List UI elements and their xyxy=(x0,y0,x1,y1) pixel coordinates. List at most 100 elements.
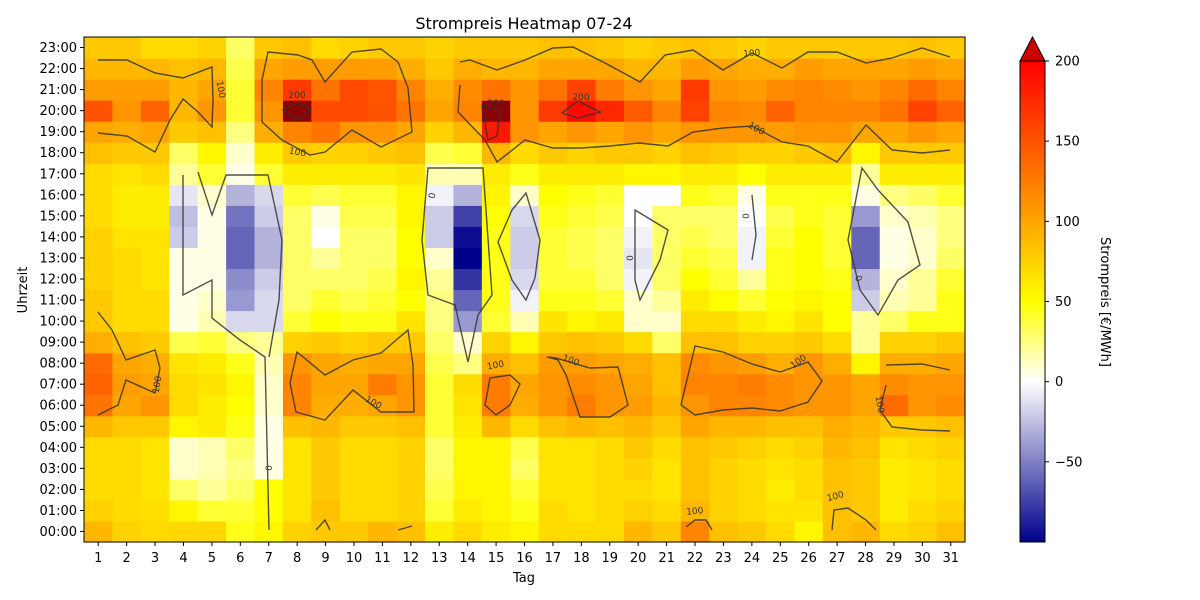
heatmap-cell xyxy=(936,79,966,101)
heatmap-cell xyxy=(254,268,284,291)
heatmap-cell xyxy=(851,499,881,522)
heatmap-cell xyxy=(140,352,170,375)
heatmap-cell xyxy=(84,247,114,270)
heatmap-cell xyxy=(737,373,767,396)
heatmap-cell xyxy=(652,520,682,543)
heatmap-cell xyxy=(567,436,597,459)
heatmap-cell xyxy=(197,142,227,164)
heatmap-cell xyxy=(140,268,170,291)
heatmap-cell xyxy=(652,121,682,143)
heatmap-cell xyxy=(311,184,341,206)
heatmap-cell xyxy=(396,247,426,270)
heatmap-cell xyxy=(510,226,540,249)
contour-label: 100 xyxy=(288,147,307,160)
heatmap-cell xyxy=(908,520,938,543)
heatmap-cell xyxy=(140,331,170,354)
contour-line-0 xyxy=(847,166,921,317)
heatmap-cell xyxy=(226,121,256,143)
heatmap-cell xyxy=(538,457,568,480)
x-tick-label: 31 xyxy=(943,551,960,566)
heatmap-cell xyxy=(112,79,142,101)
contour-line-100 xyxy=(97,311,161,416)
heatmap-cell xyxy=(908,121,938,143)
colorbar-extend-arrow xyxy=(1019,35,1046,62)
heatmap-cell xyxy=(567,58,597,80)
heatmap-cell xyxy=(140,289,170,312)
heatmap-cell xyxy=(425,142,455,164)
heatmap-cell xyxy=(254,457,284,480)
heatmap-cell xyxy=(851,100,881,122)
heatmap-cell xyxy=(567,247,597,270)
x-tick-label: 26 xyxy=(800,551,817,566)
heatmap-cell xyxy=(481,100,511,122)
heatmap-cell xyxy=(226,394,256,417)
heatmap-cell xyxy=(453,520,483,543)
heatmap-cell xyxy=(368,415,398,438)
heatmap-cell xyxy=(794,226,824,249)
heatmap-cell xyxy=(84,520,114,543)
heatmap-cell xyxy=(396,184,426,206)
heatmap-cell xyxy=(794,331,824,354)
heatmap-cell xyxy=(84,226,114,249)
heatmap-cell xyxy=(595,142,625,164)
heatmap-cell xyxy=(623,226,653,249)
heatmap-cell xyxy=(652,415,682,438)
heatmap-cell xyxy=(737,394,767,417)
heatmap-cell xyxy=(680,142,710,164)
heatmap-cell xyxy=(169,184,199,206)
heatmap-cell xyxy=(368,79,398,101)
heatmap-cell xyxy=(84,79,114,101)
heatmap-cell xyxy=(680,268,710,291)
heatmap-cell xyxy=(709,289,739,312)
heatmap-cell xyxy=(339,100,369,122)
heatmap-cell xyxy=(510,205,540,227)
y-tick-label: 14:00 xyxy=(40,230,77,245)
heatmap-cell xyxy=(936,163,966,185)
heatmap-cell xyxy=(140,394,170,417)
heatmap-cell xyxy=(481,457,511,480)
contour-label: 0 xyxy=(626,255,636,261)
heatmap-cell xyxy=(652,373,682,396)
heatmap-cell xyxy=(84,205,114,227)
heatmap-cell xyxy=(396,478,426,501)
heatmap-cell xyxy=(368,142,398,164)
heatmap-cell xyxy=(794,100,824,122)
heatmap-cell xyxy=(623,499,653,522)
x-tick-label: 28 xyxy=(857,551,874,566)
heatmap-cell xyxy=(339,247,369,270)
y-tick-label: 22:00 xyxy=(40,62,77,77)
heatmap-cell xyxy=(425,184,455,206)
heatmap-cell xyxy=(908,478,938,501)
heatmap-cell xyxy=(396,499,426,522)
contour-line-200 xyxy=(281,102,313,121)
heatmap-cell xyxy=(709,394,739,417)
heatmap-cell xyxy=(396,415,426,438)
heatmap-cell xyxy=(709,79,739,101)
heatmap-cell xyxy=(822,520,852,543)
heatmap-cell xyxy=(112,289,142,312)
heatmap-cell xyxy=(766,58,796,80)
heatmap-cell xyxy=(311,142,341,164)
heatmap-cell xyxy=(282,58,312,80)
heatmap-cell xyxy=(595,520,625,543)
heatmap-cell xyxy=(510,310,540,333)
heatmap-cell xyxy=(510,100,540,122)
heatmap-cell xyxy=(169,394,199,417)
heatmap-cell xyxy=(879,352,909,375)
heatmap-cell xyxy=(538,499,568,522)
heatmap-cell xyxy=(84,394,114,417)
heatmap-cell xyxy=(282,184,312,206)
contour-line-100 xyxy=(831,507,877,531)
heatmap-cell xyxy=(595,163,625,185)
heatmap-cell xyxy=(851,310,881,333)
heatmap-cell xyxy=(680,184,710,206)
heatmap-cell xyxy=(623,121,653,143)
heatmap-cell xyxy=(368,352,398,375)
heatmap-cell xyxy=(169,37,199,59)
heatmap-cell xyxy=(680,79,710,101)
heatmap-cell xyxy=(680,520,710,543)
heatmap-cell xyxy=(140,310,170,333)
heatmap-cell xyxy=(84,478,114,501)
heatmap-cell xyxy=(567,478,597,501)
heatmap-cell xyxy=(936,205,966,227)
